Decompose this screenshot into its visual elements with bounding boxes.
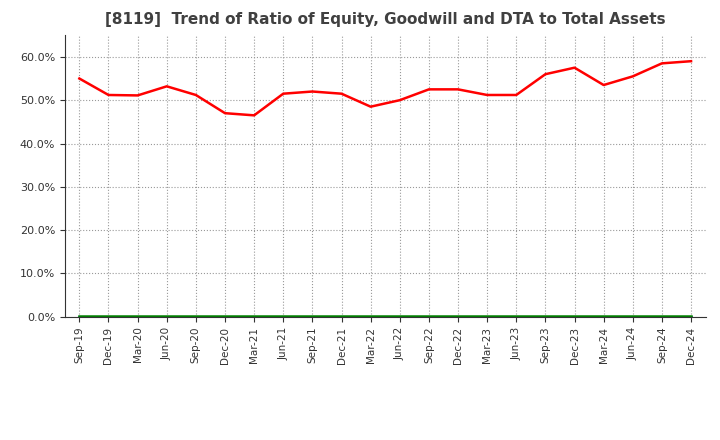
Deferred Tax Assets <box>104 313 113 318</box>
Line: Equity: Equity <box>79 61 691 115</box>
Goodwill <box>425 314 433 319</box>
Deferred Tax Assets <box>599 313 608 318</box>
Equity <box>163 84 171 89</box>
Deferred Tax Assets <box>133 313 142 318</box>
Goodwill <box>395 314 404 319</box>
Goodwill <box>163 314 171 319</box>
Goodwill <box>192 314 200 319</box>
Title: [8119]  Trend of Ratio of Equity, Goodwill and DTA to Total Assets: [8119] Trend of Ratio of Equity, Goodwil… <box>105 12 665 27</box>
Deferred Tax Assets <box>483 313 492 318</box>
Goodwill <box>250 314 258 319</box>
Equity <box>366 104 375 109</box>
Goodwill <box>512 314 521 319</box>
Deferred Tax Assets <box>220 313 229 318</box>
Deferred Tax Assets <box>570 313 579 318</box>
Equity <box>657 61 666 66</box>
Goodwill <box>279 314 287 319</box>
Goodwill <box>570 314 579 319</box>
Deferred Tax Assets <box>512 313 521 318</box>
Deferred Tax Assets <box>337 313 346 318</box>
Equity <box>629 74 637 79</box>
Equity <box>512 92 521 98</box>
Deferred Tax Assets <box>541 313 550 318</box>
Goodwill <box>220 314 229 319</box>
Equity <box>75 76 84 81</box>
Equity <box>599 82 608 88</box>
Equity <box>425 87 433 92</box>
Goodwill <box>308 314 317 319</box>
Deferred Tax Assets <box>192 313 200 318</box>
Deferred Tax Assets <box>250 313 258 318</box>
Deferred Tax Assets <box>308 313 317 318</box>
Deferred Tax Assets <box>163 313 171 318</box>
Goodwill <box>599 314 608 319</box>
Equity <box>250 113 258 118</box>
Deferred Tax Assets <box>75 313 84 318</box>
Deferred Tax Assets <box>629 313 637 318</box>
Equity <box>483 92 492 98</box>
Equity <box>687 59 696 64</box>
Goodwill <box>75 314 84 319</box>
Equity <box>395 98 404 103</box>
Goodwill <box>133 314 142 319</box>
Goodwill <box>687 314 696 319</box>
Deferred Tax Assets <box>657 313 666 318</box>
Goodwill <box>454 314 462 319</box>
Deferred Tax Assets <box>687 313 696 318</box>
Equity <box>192 92 200 98</box>
Goodwill <box>337 314 346 319</box>
Equity <box>133 93 142 98</box>
Equity <box>454 87 462 92</box>
Equity <box>279 91 287 96</box>
Goodwill <box>483 314 492 319</box>
Equity <box>220 110 229 116</box>
Deferred Tax Assets <box>454 313 462 318</box>
Equity <box>104 92 113 98</box>
Goodwill <box>629 314 637 319</box>
Equity <box>337 91 346 96</box>
Equity <box>541 72 550 77</box>
Goodwill <box>366 314 375 319</box>
Equity <box>570 65 579 70</box>
Goodwill <box>541 314 550 319</box>
Deferred Tax Assets <box>366 313 375 318</box>
Deferred Tax Assets <box>395 313 404 318</box>
Deferred Tax Assets <box>279 313 287 318</box>
Deferred Tax Assets <box>425 313 433 318</box>
Equity <box>308 89 317 94</box>
Goodwill <box>657 314 666 319</box>
Goodwill <box>104 314 113 319</box>
